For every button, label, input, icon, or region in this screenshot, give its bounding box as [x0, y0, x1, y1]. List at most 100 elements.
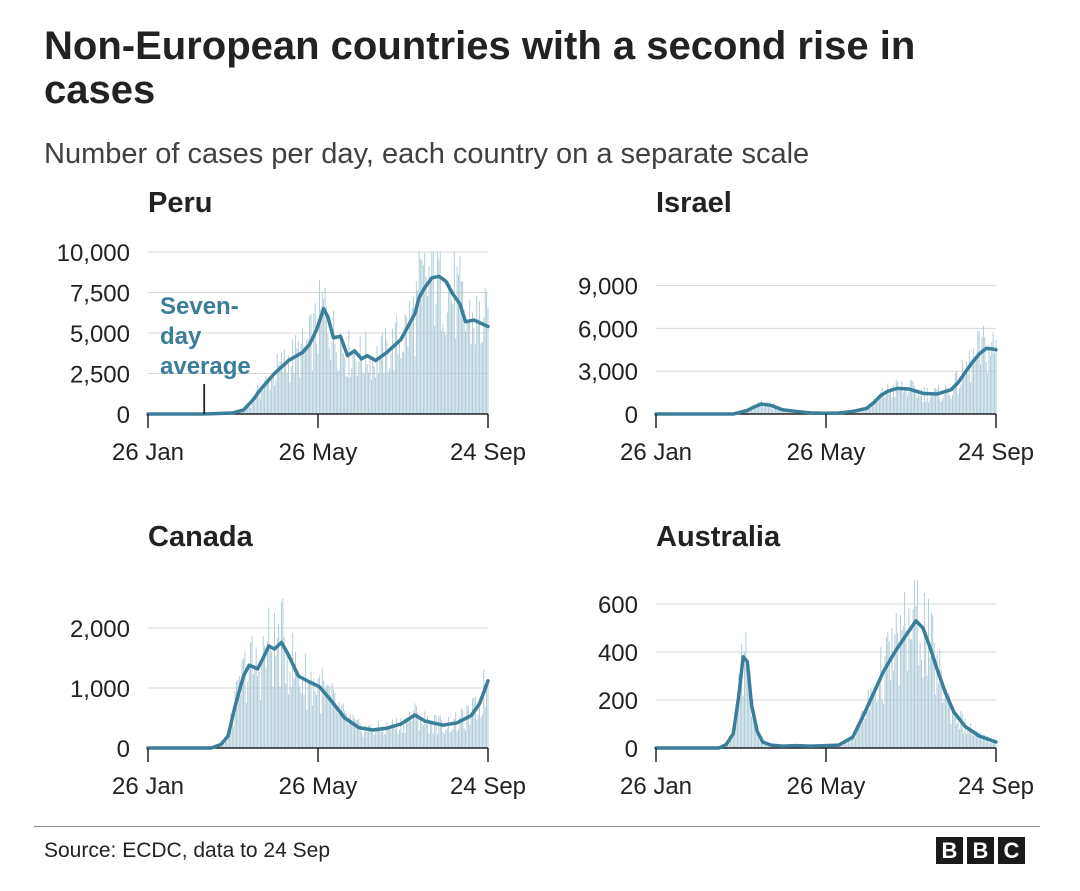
daily-bar [884, 397, 886, 414]
daily-bar [439, 252, 441, 414]
daily-bar [335, 351, 337, 414]
daily-bar [304, 653, 306, 748]
daily-bar [266, 641, 268, 748]
daily-bar [340, 332, 341, 414]
daily-bar [911, 639, 913, 748]
daily-bar [730, 739, 731, 748]
daily-bar [386, 722, 388, 748]
daily-bar [883, 703, 885, 748]
daily-bar [432, 733, 434, 748]
daily-bar [424, 711, 426, 748]
daily-bar [383, 734, 385, 748]
daily-bar [856, 731, 858, 748]
daily-bar [928, 402, 930, 414]
daily-bar [429, 720, 431, 748]
daily-bar [243, 658, 244, 748]
daily-bar [370, 730, 372, 748]
daily-bar [487, 308, 489, 414]
daily-bar [978, 732, 980, 748]
daily-bar [262, 389, 264, 414]
daily-bar [943, 698, 945, 748]
daily-bar [971, 733, 973, 748]
daily-bar [974, 357, 976, 414]
daily-bar [912, 381, 914, 414]
daily-bar [327, 684, 329, 748]
daily-bar [853, 735, 855, 748]
daily-bar [878, 682, 880, 748]
daily-bar [739, 686, 741, 748]
daily-bar [755, 405, 757, 414]
daily-bar [255, 390, 257, 414]
daily-bar [328, 686, 330, 748]
daily-bar [358, 718, 360, 748]
daily-bar [929, 398, 931, 414]
daily-bar [860, 410, 862, 414]
daily-bar [841, 744, 842, 748]
daily-bar [977, 731, 979, 748]
daily-bar [477, 714, 479, 748]
daily-bar [469, 300, 471, 414]
daily-bar [984, 734, 986, 748]
daily-bar [310, 671, 312, 748]
y-tick-label: 1,000 [70, 676, 130, 703]
daily-bar [331, 341, 333, 414]
daily-bar [229, 729, 230, 748]
daily-bar [244, 652, 246, 748]
daily-bar [766, 401, 768, 414]
x-tick-label: 26 May [787, 773, 866, 800]
daily-bar [966, 361, 967, 414]
daily-bar [874, 690, 876, 748]
y-tick-label: 2,000 [70, 616, 130, 643]
daily-bar [856, 411, 858, 414]
daily-bar [442, 731, 444, 748]
daily-bar [968, 350, 970, 414]
daily-bar [980, 733, 981, 748]
daily-bar [392, 328, 393, 414]
x-tick-label: 26 Jan [112, 439, 184, 466]
daily-bar [760, 400, 762, 414]
daily-bar [288, 694, 289, 748]
daily-bar [293, 678, 295, 748]
daily-bar [970, 723, 972, 748]
daily-bar [446, 728, 448, 748]
daily-bar [465, 730, 466, 748]
daily-bar [354, 718, 355, 748]
daily-bar [928, 599, 930, 748]
daily-bar [421, 260, 423, 414]
daily-bar [227, 734, 229, 748]
daily-bar [252, 674, 254, 748]
daily-bar [843, 741, 845, 748]
daily-bar [916, 580, 918, 748]
daily-bar [436, 734, 438, 748]
daily-bar [486, 293, 488, 414]
daily-bar [918, 665, 920, 748]
daily-bar [261, 664, 263, 748]
daily-bar [380, 731, 382, 748]
daily-bar [361, 731, 363, 748]
daily-bar [908, 608, 910, 748]
daily-bar [268, 376, 270, 414]
daily-bar [268, 607, 270, 748]
daily-bar [281, 602, 282, 748]
daily-bar [376, 345, 378, 414]
daily-bar [944, 695, 946, 748]
seven-day-average-line-peru [146, 274, 490, 416]
daily-bar [296, 347, 298, 414]
daily-bar [898, 685, 900, 748]
daily-bar [921, 389, 922, 414]
daily-bar [878, 396, 880, 414]
daily-bar [369, 724, 371, 748]
daily-bar [923, 593, 925, 748]
daily-bar [459, 255, 461, 414]
daily-bar [290, 687, 292, 748]
daily-bar [883, 396, 885, 414]
daily-bar [337, 713, 339, 748]
daily-bar [887, 383, 889, 414]
daily-bar [951, 708, 953, 748]
daily-bar [434, 715, 436, 748]
daily-bar [866, 408, 868, 414]
daily-bar [460, 280, 462, 414]
daily-bar [981, 738, 983, 748]
panel-title-canada: Canada [148, 521, 253, 553]
daily-bar [456, 731, 458, 748]
